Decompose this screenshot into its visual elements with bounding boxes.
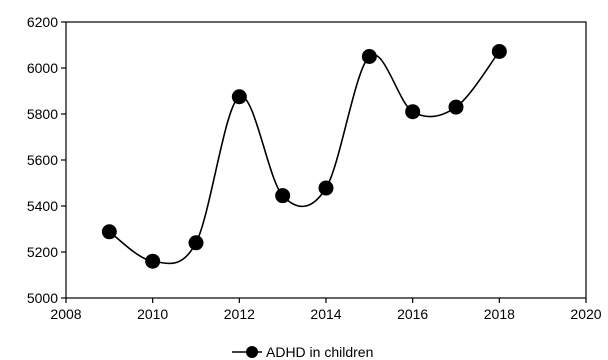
data-point: [318, 180, 334, 196]
data-point: [231, 89, 247, 105]
y-tick-label: 6000: [27, 60, 58, 76]
x-tick-label: 2008: [50, 306, 81, 322]
y-tick-label: 5600: [27, 152, 58, 168]
y-tick-label: 5000: [27, 290, 58, 306]
x-tick-label: 2016: [397, 306, 428, 322]
data-point: [145, 253, 161, 269]
x-tick-label: 2018: [484, 306, 515, 322]
data-point: [188, 235, 204, 251]
series-line-adhd: [108, 50, 500, 265]
data-point: [405, 104, 421, 120]
axes: [65, 21, 587, 299]
x-tick-label: 2010: [137, 306, 168, 322]
data-point: [101, 224, 117, 240]
legend-label: ADHD in children: [266, 344, 373, 360]
y-axis-ticks: 5000 5200 5400 5600 5800 6000 6200: [27, 14, 66, 306]
data-point: [275, 188, 291, 204]
x-tick-label: 2012: [224, 306, 255, 322]
y-tick-label: 5200: [27, 244, 58, 260]
data-point: [361, 49, 377, 64]
legend: ADHD in children: [232, 344, 373, 360]
y-tick-label: 6200: [27, 14, 58, 30]
x-axis-ticks: 2008 2010 2012 2014 2016 2018 2020: [50, 298, 602, 322]
x-tick-label: 2020: [570, 306, 601, 322]
data-points: [101, 43, 507, 269]
data-point: [448, 99, 464, 115]
data-point: [491, 43, 507, 59]
y-tick-label: 5400: [27, 198, 58, 214]
x-tick-label: 2014: [310, 306, 341, 322]
plot-frame: [65, 21, 587, 299]
y-tick-label: 5800: [27, 106, 58, 122]
legend-marker: [246, 346, 258, 358]
